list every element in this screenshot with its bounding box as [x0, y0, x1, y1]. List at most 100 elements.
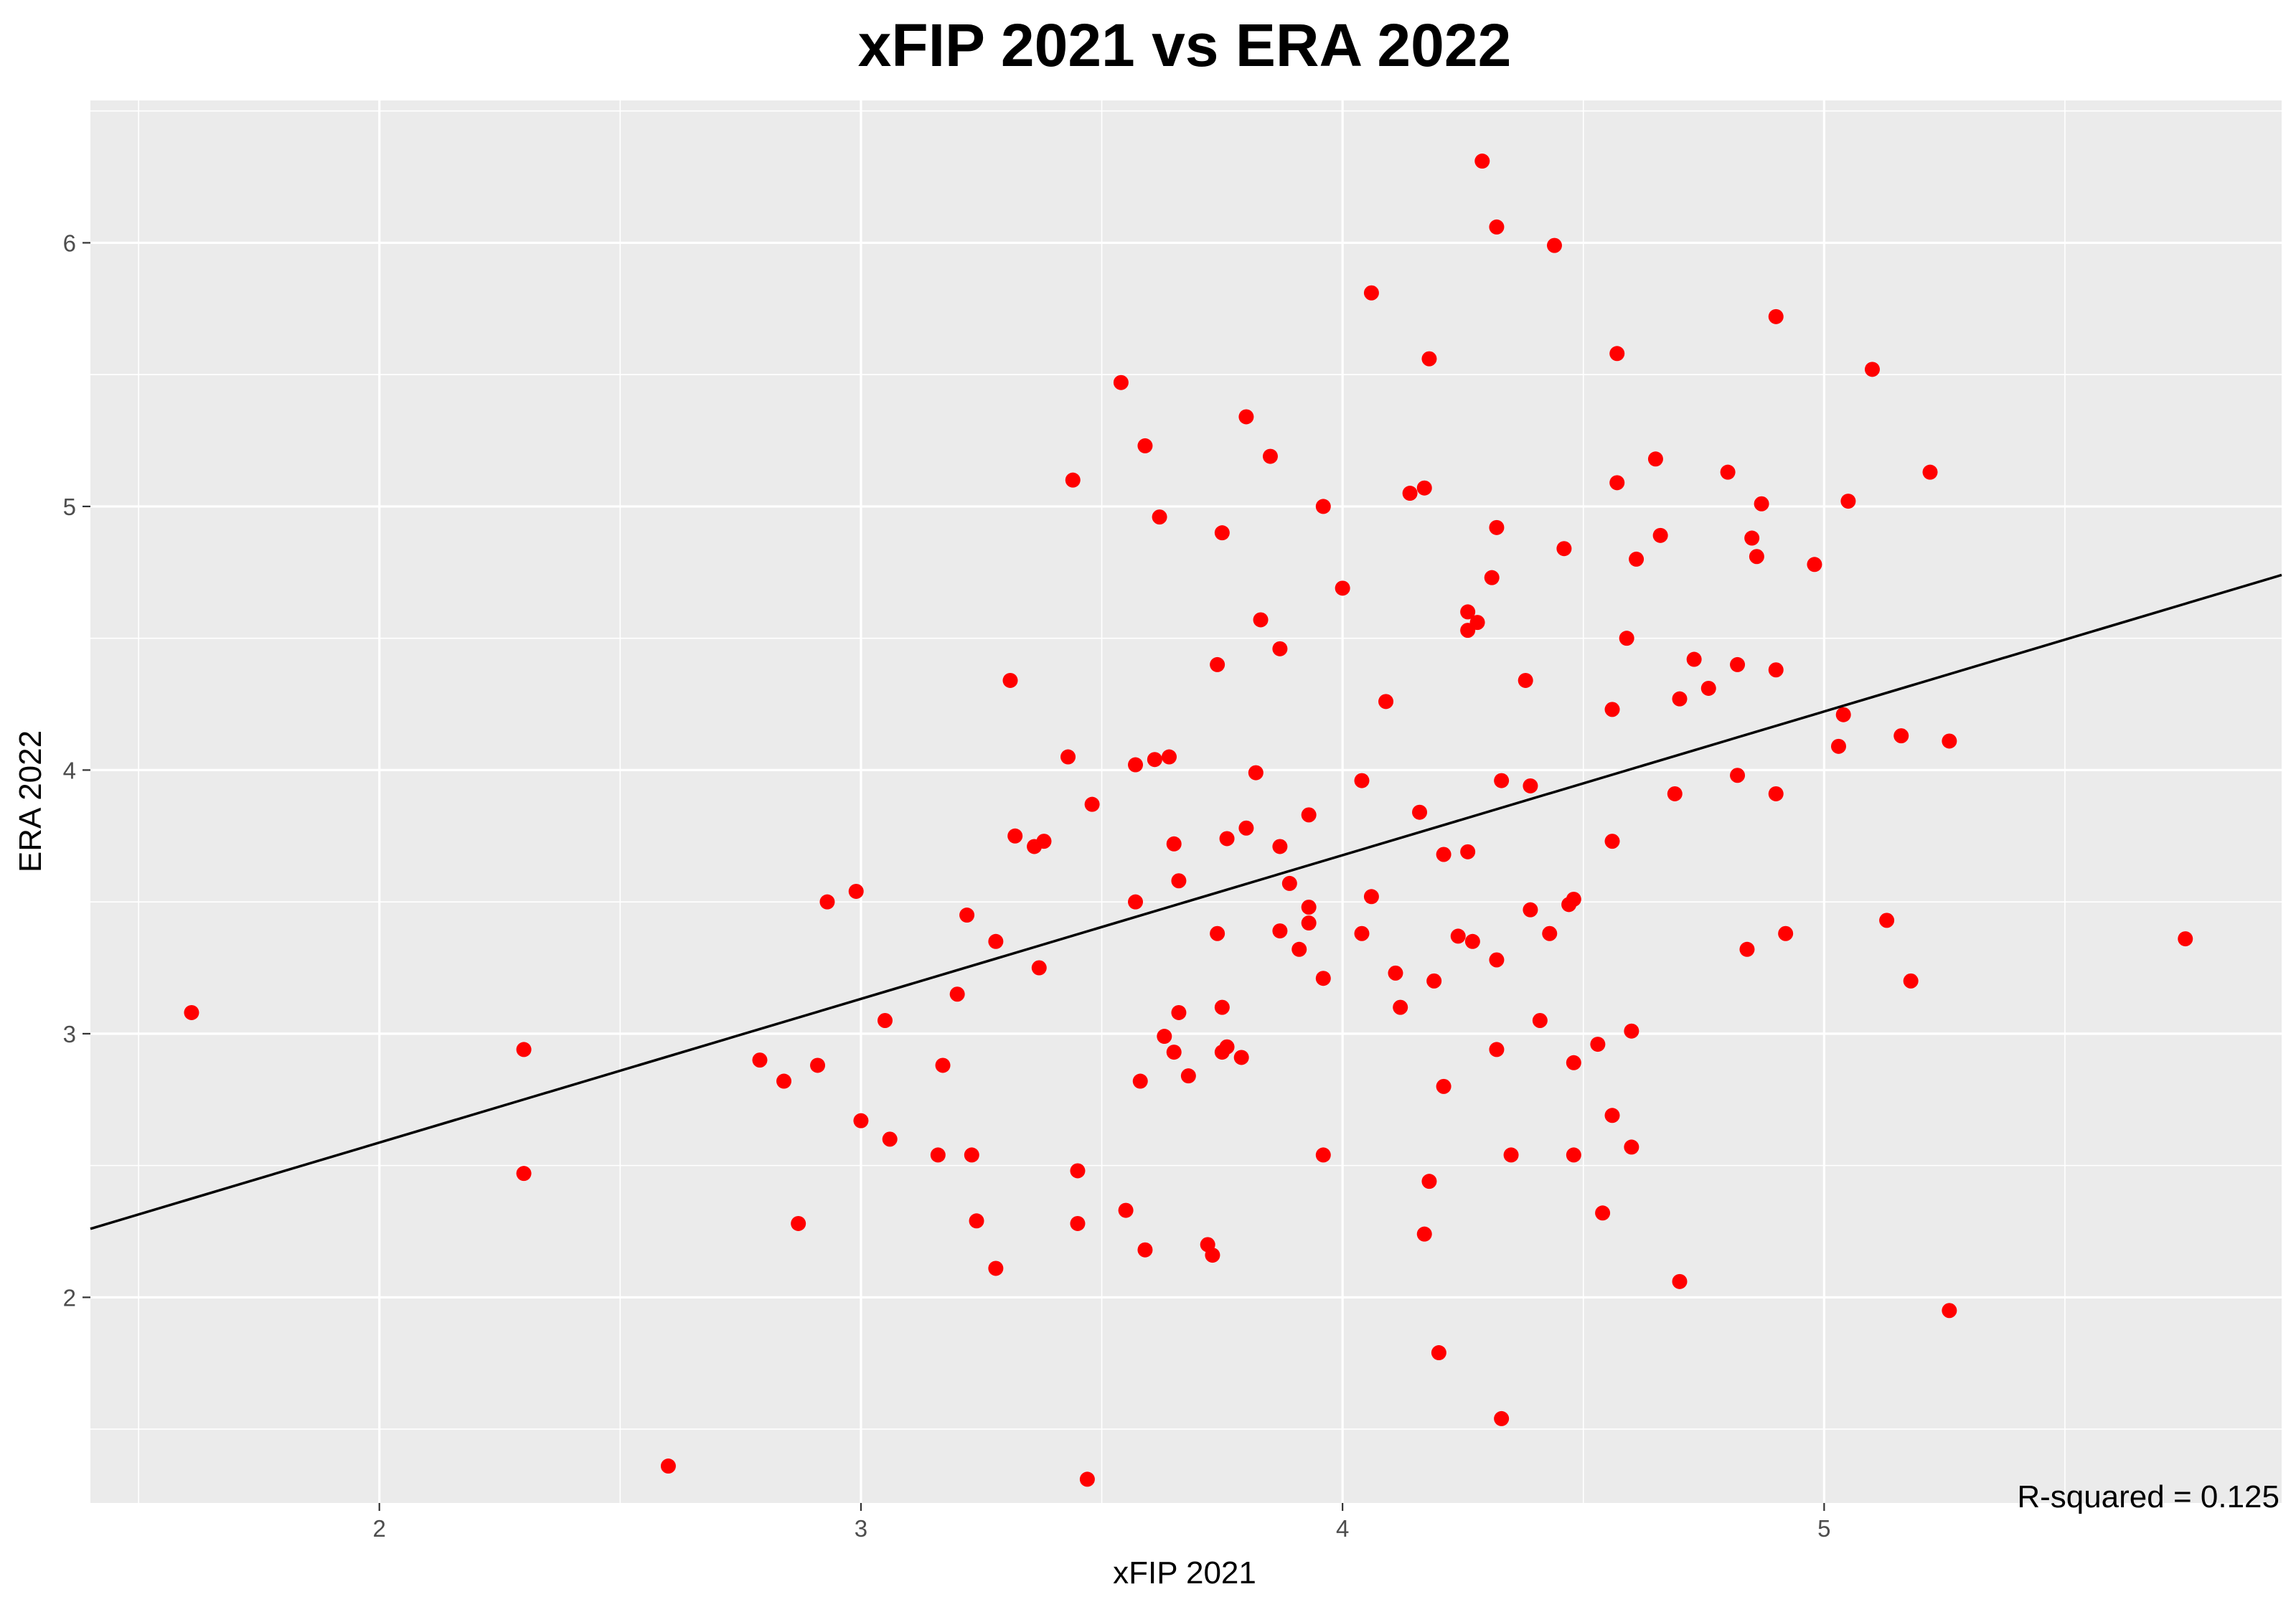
data-point: [1503, 1147, 1519, 1163]
data-point: [1128, 757, 1144, 773]
data-point: [1474, 154, 1490, 169]
data-point: [1214, 525, 1230, 541]
data-point: [1864, 362, 1880, 377]
data-point: [1157, 1029, 1172, 1045]
data-point: [1566, 891, 1581, 907]
data-point: [752, 1052, 768, 1068]
data-point: [1363, 889, 1379, 905]
data-point: [988, 1260, 1004, 1276]
data-point: [184, 1004, 199, 1020]
data-point: [1363, 285, 1379, 301]
data-point: [1421, 351, 1437, 367]
data-point: [1489, 219, 1505, 235]
data-point: [1835, 707, 1851, 722]
data-point: [1840, 494, 1856, 509]
data-point: [1903, 973, 1919, 989]
data-point: [1171, 873, 1187, 889]
data-point: [1604, 1108, 1620, 1123]
data-point: [1460, 844, 1476, 859]
y-tick-label: 2: [63, 1284, 76, 1311]
data-point: [1079, 1471, 1095, 1487]
data-point: [1768, 786, 1784, 801]
data-point: [1647, 451, 1663, 467]
data-point: [1421, 1174, 1437, 1189]
x-tick-label: 3: [855, 1515, 867, 1542]
data-point: [516, 1166, 532, 1182]
data-point: [1378, 694, 1394, 710]
data-point: [1686, 651, 1702, 667]
data-point: [1609, 475, 1625, 491]
chart-title: xFIP 2021 vs ERA 2022: [858, 11, 1512, 79]
data-point: [853, 1113, 869, 1128]
data-point: [1754, 496, 1769, 512]
data-point: [1036, 834, 1052, 849]
y-tick-label: 5: [63, 494, 76, 520]
data-point: [1060, 749, 1076, 765]
data-point: [1700, 680, 1716, 696]
data-point: [1604, 702, 1620, 717]
data-point: [1744, 530, 1760, 546]
data-point: [988, 933, 1004, 949]
data-point: [1393, 999, 1408, 1015]
x-tick-label: 4: [1336, 1515, 1349, 1542]
data-point: [1292, 941, 1307, 957]
data-point: [1281, 875, 1297, 891]
data-point: [791, 1215, 806, 1231]
data-point: [1652, 527, 1668, 543]
data-point: [1523, 778, 1538, 793]
data-point: [1214, 999, 1230, 1015]
regression-line: [90, 573, 2282, 1230]
data-point: [1388, 965, 1403, 981]
data-point: [1354, 925, 1370, 941]
data-point: [1210, 656, 1225, 672]
data-point: [1205, 1248, 1220, 1263]
data-point: [1210, 925, 1225, 941]
data-point: [964, 1147, 979, 1163]
data-point: [1416, 1226, 1432, 1242]
data-point: [1416, 480, 1432, 496]
data-point: [1113, 374, 1129, 390]
data-point: [848, 883, 864, 899]
data-point: [1807, 557, 1822, 572]
data-point: [1272, 839, 1288, 854]
major-gridlines: [90, 100, 2282, 1503]
data-point: [1262, 448, 1278, 464]
data-point: [1768, 662, 1784, 678]
data-point: [1084, 796, 1100, 812]
data-point: [949, 986, 965, 1002]
data-point: [1166, 1045, 1182, 1060]
data-point: [1436, 847, 1452, 862]
data-point: [1412, 804, 1428, 820]
data-point: [1469, 615, 1485, 631]
data-point: [1672, 1273, 1688, 1289]
data-point: [1518, 672, 1533, 688]
data-point: [1619, 631, 1634, 646]
data-point: [1942, 733, 1957, 749]
r-squared-annotation: R-squared = 0.125: [2017, 1479, 2279, 1514]
minor-gridlines: [90, 100, 2282, 1503]
data-point: [1566, 1147, 1581, 1163]
data-point: [1730, 656, 1746, 672]
data-point: [1335, 580, 1350, 596]
data-point: [1132, 1073, 1148, 1089]
data-point: [1460, 604, 1476, 620]
y-tick-label: 4: [63, 757, 76, 783]
plot-panel: [90, 100, 2282, 1503]
data-point: [1590, 1037, 1606, 1052]
x-tick-label: 5: [1817, 1515, 1830, 1542]
data-point: [1629, 551, 1645, 567]
data-point: [660, 1458, 676, 1474]
y-tick-label: 6: [63, 230, 76, 256]
data-point: [1315, 1147, 1331, 1163]
data-point: [1436, 1078, 1452, 1094]
data-point: [1494, 1410, 1510, 1426]
data-point: [1137, 438, 1153, 453]
data-point: [1667, 786, 1683, 801]
data-point: [1893, 728, 1909, 744]
data-points: [184, 154, 2193, 1487]
data-point: [1162, 749, 1177, 765]
data-point: [1002, 672, 1018, 688]
y-tick-label: 3: [63, 1021, 76, 1047]
data-point: [1152, 509, 1167, 525]
